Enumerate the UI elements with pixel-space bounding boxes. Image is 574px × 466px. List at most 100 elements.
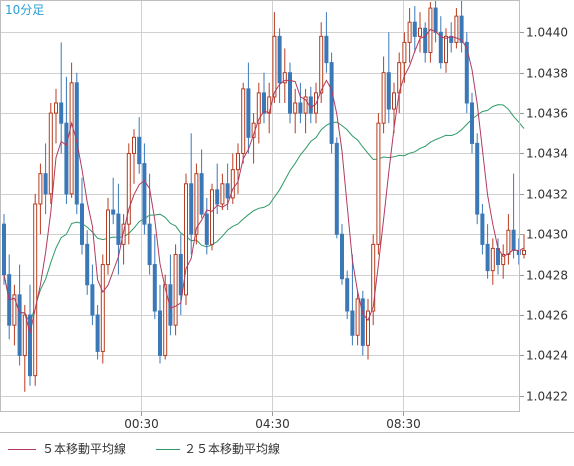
candle-body-up: [184, 183, 188, 296]
candle-body-down: [95, 314, 100, 352]
candle-body-up: [12, 294, 17, 326]
y-tick-label: 1.0428: [526, 269, 568, 283]
candle-body-up: [376, 122, 381, 245]
candle-body-down: [17, 294, 22, 356]
candle-body-down: [2, 223, 6, 276]
candle-body-down: [308, 96, 313, 114]
candle-body-down: [90, 284, 95, 316]
candle-body-up: [282, 72, 287, 84]
ma5-layer: [3, 28, 525, 334]
candle-body-down: [246, 88, 251, 138]
candle-body-up: [230, 169, 235, 199]
y-tick-label: 1.0430: [526, 228, 568, 242]
candle-body-down: [464, 41, 469, 104]
y-tick-label: 1.0438: [526, 67, 568, 81]
candle-body-down: [475, 142, 480, 215]
plot-frame: [0, 0, 520, 412]
candle-body-up: [444, 35, 448, 64]
candle-body-up: [303, 96, 308, 114]
candle-body-up: [126, 152, 131, 225]
candle-body-down: [262, 92, 266, 114]
candle-body-down: [511, 229, 516, 251]
x-tick-label: 08:30: [386, 417, 421, 431]
ma5-line: [3, 28, 525, 334]
candle-body-down: [204, 213, 209, 245]
candle-body-down: [116, 213, 121, 245]
x-tick-label: 04:30: [255, 417, 290, 431]
legend: ５本移動平均線 ２５本移動平均線: [8, 441, 280, 456]
candle-body-up: [38, 173, 43, 205]
candle-body-down: [298, 102, 303, 114]
candle-body-up: [272, 35, 277, 98]
candle-body-down: [386, 72, 391, 110]
candle-body-down: [459, 15, 464, 43]
candle-body-up: [132, 136, 136, 154]
candle-body-down: [168, 284, 173, 326]
ma25-line: [3, 104, 525, 325]
candle-body-up: [194, 173, 199, 235]
candle-body-up: [392, 92, 396, 110]
candle-body-down: [360, 298, 365, 346]
y-tick-label: 1.0422: [526, 390, 568, 404]
candle-body-down: [59, 102, 64, 124]
candle-body-down: [480, 213, 485, 245]
candle-body-up: [220, 183, 225, 205]
candle-body-down: [43, 173, 48, 195]
chart-title: 10分足: [5, 3, 44, 17]
y-tick-label: 1.0426: [526, 309, 568, 323]
candle-body-up: [267, 96, 272, 114]
y-tick-label: 1.0434: [526, 147, 568, 161]
candle-body-down: [433, 7, 438, 33]
candle-body-down: [485, 243, 490, 272]
candle-body-down: [324, 35, 329, 64]
candle-body-down: [438, 31, 443, 64]
candle-body-up: [22, 314, 27, 356]
y-tick-label: 1.0432: [526, 188, 568, 202]
candle-body-down: [470, 102, 474, 144]
candle-body-up: [402, 41, 407, 64]
candle-body-down: [178, 253, 183, 296]
candle-body-down: [80, 203, 84, 245]
candle-body-down: [158, 310, 162, 356]
candle-body-up: [33, 203, 38, 377]
candle-body-up: [407, 21, 412, 43]
candle-body-up: [48, 112, 53, 195]
candle-body-down: [350, 310, 355, 336]
candle-body-up: [293, 102, 298, 114]
candle-body-down: [412, 21, 417, 37]
candle-body-down: [64, 122, 69, 195]
candle-body-down: [334, 142, 339, 235]
candle-body-down: [288, 72, 292, 114]
candle-body-up: [256, 92, 261, 124]
candle-body-up: [69, 82, 74, 195]
candle-body-up: [319, 35, 324, 94]
candle-body-up: [121, 223, 126, 245]
candle-body-up: [371, 243, 376, 312]
candle-body-up: [163, 284, 168, 356]
candle-body-down: [199, 173, 204, 215]
y-tick-label: 1.0436: [526, 107, 568, 121]
candle-body-up: [54, 102, 58, 114]
candle-body-up: [210, 189, 214, 245]
candle-layer: [2, 0, 526, 392]
candle-body-down: [277, 35, 282, 84]
candle-body-up: [506, 229, 511, 255]
y-tick-label: 1.0424: [526, 349, 568, 363]
candle-body-up: [355, 298, 360, 336]
legend-ma25-label: ２５本移動平均線: [184, 441, 280, 456]
candle-body-down: [137, 136, 142, 165]
y-tick-label: 1.0440: [526, 26, 568, 40]
axis-layer: 1.0422 1.0424 1.0426 1.0428 1.0430 1.0432 1.04…: [124, 26, 568, 432]
candle-body-down: [340, 233, 344, 280]
candle-body-down: [345, 278, 350, 312]
candle-body-up: [418, 27, 422, 37]
candle-body-down: [329, 62, 334, 144]
legend-ma5-label: ５本移動平均線: [42, 441, 126, 456]
candle-body-down: [111, 209, 116, 215]
candle-body-down: [189, 183, 194, 235]
candle-body-down: [152, 264, 157, 312]
candle-body-up: [381, 72, 386, 124]
candle-body-down: [147, 223, 152, 266]
